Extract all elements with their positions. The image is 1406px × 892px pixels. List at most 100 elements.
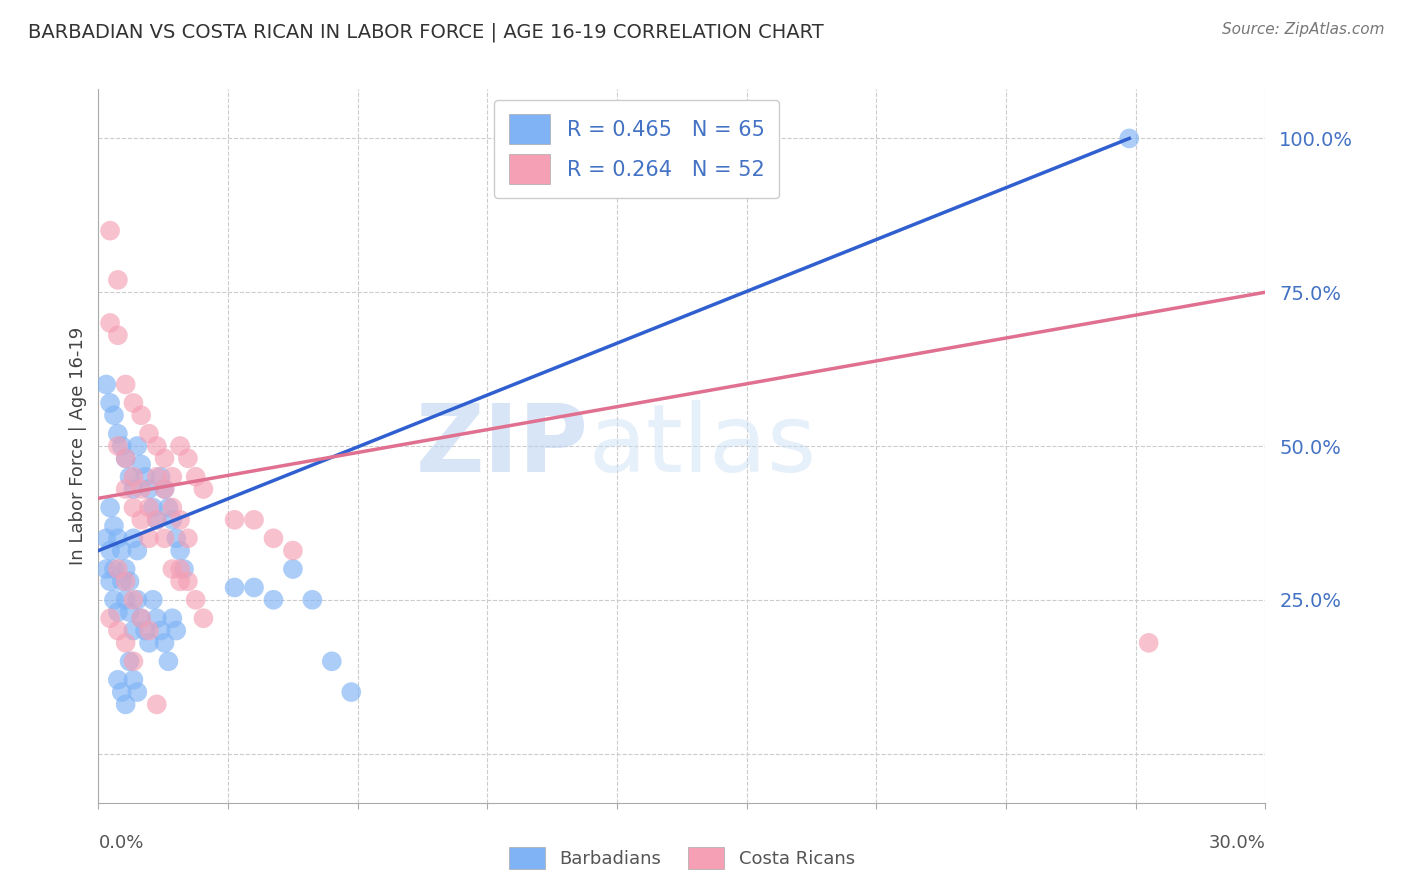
Point: [177, 531, 200, 545]
Text: 30.0%: 30.0%: [1209, 834, 1265, 852]
Point: [111, 574, 134, 589]
Point: [184, 469, 207, 483]
Point: [138, 624, 160, 638]
Point: [103, 592, 125, 607]
Point: [146, 698, 169, 712]
Point: [149, 624, 172, 638]
Point: [107, 426, 129, 441]
Point: [129, 458, 152, 472]
Point: [157, 500, 180, 515]
Point: [184, 592, 207, 607]
Point: [114, 451, 136, 466]
Point: [122, 592, 145, 607]
Point: [1137, 636, 1160, 650]
Point: [162, 611, 184, 625]
Point: [173, 562, 195, 576]
Point: [193, 611, 215, 625]
Point: [162, 562, 184, 576]
Point: [281, 562, 304, 576]
Point: [122, 396, 145, 410]
Point: [114, 574, 136, 589]
Point: [96, 377, 118, 392]
Point: [98, 543, 121, 558]
Point: [114, 698, 136, 712]
Point: [146, 469, 169, 483]
Point: [169, 574, 191, 589]
Point: [103, 409, 125, 423]
Point: [138, 426, 160, 441]
Point: [169, 562, 191, 576]
Point: [122, 654, 145, 668]
Point: [153, 451, 176, 466]
Point: [114, 592, 136, 607]
Point: [129, 611, 152, 625]
Point: [177, 451, 200, 466]
Point: [142, 592, 165, 607]
Point: [262, 592, 284, 607]
Point: [146, 611, 169, 625]
Point: [146, 439, 169, 453]
Point: [107, 624, 129, 638]
Point: [281, 543, 304, 558]
Point: [114, 482, 136, 496]
Point: [118, 605, 141, 619]
Point: [153, 636, 176, 650]
Point: [193, 482, 215, 496]
Point: [98, 500, 121, 515]
Point: [129, 611, 152, 625]
Text: ZIP: ZIP: [416, 400, 589, 492]
Point: [114, 377, 136, 392]
Point: [107, 328, 129, 343]
Point: [107, 531, 129, 545]
Point: [114, 562, 136, 576]
Point: [111, 439, 134, 453]
Point: [134, 469, 156, 483]
Point: [224, 581, 246, 595]
Point: [129, 482, 152, 496]
Point: [98, 316, 121, 330]
Point: [177, 574, 200, 589]
Point: [127, 592, 149, 607]
Point: [127, 439, 149, 453]
Point: [149, 469, 172, 483]
Point: [162, 500, 184, 515]
Point: [103, 562, 125, 576]
Point: [103, 519, 125, 533]
Point: [107, 439, 129, 453]
Point: [153, 482, 176, 496]
Point: [111, 543, 134, 558]
Point: [127, 685, 149, 699]
Point: [122, 482, 145, 496]
Point: [301, 592, 323, 607]
Point: [138, 531, 160, 545]
Point: [118, 654, 141, 668]
Y-axis label: In Labor Force | Age 16-19: In Labor Force | Age 16-19: [69, 326, 87, 566]
Point: [107, 605, 129, 619]
Point: [114, 451, 136, 466]
Point: [169, 513, 191, 527]
Point: [122, 531, 145, 545]
Point: [165, 624, 187, 638]
Point: [118, 469, 141, 483]
Legend: Barbadians, Costa Ricans: Barbadians, Costa Ricans: [498, 836, 866, 880]
Point: [118, 574, 141, 589]
Point: [169, 543, 191, 558]
Text: atlas: atlas: [589, 400, 817, 492]
Point: [129, 513, 152, 527]
Point: [224, 513, 246, 527]
Text: 0.0%: 0.0%: [98, 834, 143, 852]
Point: [98, 396, 121, 410]
Text: BARBADIAN VS COSTA RICAN IN LABOR FORCE | AGE 16-19 CORRELATION CHART: BARBADIAN VS COSTA RICAN IN LABOR FORCE …: [28, 22, 824, 42]
Point: [122, 500, 145, 515]
Point: [340, 685, 363, 699]
Point: [138, 636, 160, 650]
Point: [153, 531, 176, 545]
Point: [169, 439, 191, 453]
Point: [107, 673, 129, 687]
Point: [138, 482, 160, 496]
Point: [165, 531, 187, 545]
Point: [98, 574, 121, 589]
Point: [122, 673, 145, 687]
Point: [122, 469, 145, 483]
Point: [96, 562, 118, 576]
